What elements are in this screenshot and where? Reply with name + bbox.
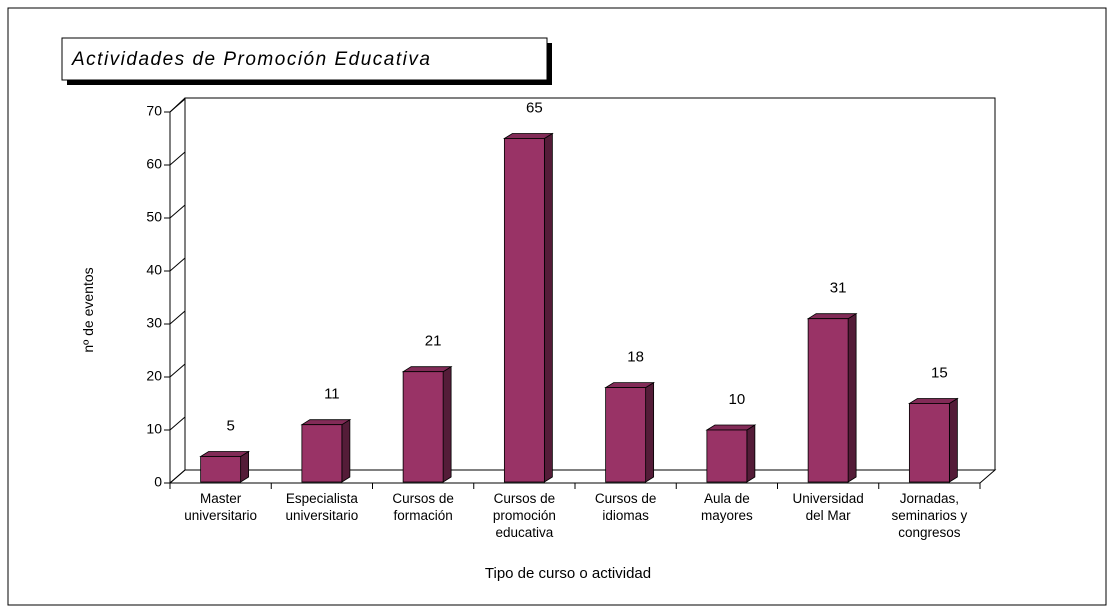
y-tick-label: 0: [154, 474, 162, 490]
y-tick-label: 60: [146, 156, 162, 172]
bar-side: [948, 397, 958, 483]
x-tick-label: promoción: [493, 508, 556, 523]
x-tick-label: Especialista: [286, 491, 359, 506]
bar: [199, 450, 251, 483]
bar-front: [503, 138, 545, 483]
x-tick-label: educativa: [495, 525, 553, 540]
frame: [7, 7, 1107, 606]
y-tick-label: 40: [146, 262, 162, 278]
y-tick-label: 70: [146, 103, 162, 119]
value-label: 10: [729, 391, 746, 408]
bar-top: [806, 313, 858, 320]
y-tick-label: 50: [146, 209, 162, 225]
bar-side: [847, 312, 857, 483]
x-tick-label: Cursos de: [392, 491, 454, 506]
bar: [806, 312, 858, 483]
x-tick-label: Aula de: [704, 491, 750, 506]
y-tick-depth: [169, 257, 186, 272]
bar-front: [301, 424, 343, 483]
bar: [300, 418, 352, 483]
y-tick-depth: [169, 310, 186, 325]
bar-front: [807, 318, 849, 483]
bar-front: [706, 429, 748, 483]
bar-side: [341, 418, 351, 483]
bar: [401, 365, 453, 483]
y-tick-depth: [169, 469, 186, 484]
bar-front: [605, 387, 647, 483]
y-tick-label: 20: [146, 368, 162, 384]
x-tick-label: formación: [393, 508, 452, 523]
y-axis-title: nº de eventos: [80, 267, 96, 352]
title-box: [61, 37, 548, 81]
bar-top: [300, 419, 352, 426]
x-tick-label: Universidad: [792, 491, 863, 506]
bar-side: [442, 365, 452, 483]
bar-top: [705, 424, 757, 431]
bar-side: [543, 132, 553, 483]
x-tick-label: Jornadas,: [900, 491, 959, 506]
bar-front: [200, 456, 242, 483]
bar-top: [199, 451, 251, 457]
y-tick-label: 10: [146, 421, 162, 437]
bar: [705, 424, 757, 483]
bar-front: [402, 371, 444, 483]
value-label: 15: [931, 364, 948, 381]
x-tick-label: Cursos de: [595, 491, 657, 506]
x-tick-label: mayores: [701, 508, 753, 523]
bar: [604, 381, 656, 483]
x-tick-label: seminarios y: [891, 508, 967, 523]
back-wall: [184, 97, 996, 470]
y-tick-depth: [169, 151, 186, 166]
x-axis-title: Tipo de curso o actividad: [485, 565, 651, 582]
y-tick-depth: [169, 416, 186, 431]
x-tick-label: congresos: [898, 525, 961, 540]
bar-front: [908, 403, 950, 483]
value-label: 21: [425, 333, 442, 350]
bar-top: [604, 382, 656, 388]
value-label: 5: [226, 417, 234, 434]
bar-side: [746, 424, 756, 483]
y-tick-depth: [169, 363, 186, 378]
y-tick-depth: [169, 204, 186, 219]
value-label: 18: [627, 349, 644, 366]
bar-side: [645, 381, 655, 483]
y-tick-depth: [169, 98, 186, 113]
x-tick-label: del Mar: [806, 508, 852, 523]
x-tick-label: idiomas: [602, 508, 649, 523]
x-tick-label: universitario: [285, 508, 358, 523]
x-tick-label: Master: [200, 491, 242, 506]
x-tick-label: universitario: [184, 508, 257, 523]
chart-title: Actividades de Promoción Educativa: [71, 49, 431, 70]
bar-top: [401, 366, 453, 373]
value-label: 11: [324, 386, 340, 403]
value-label: 65: [526, 99, 543, 116]
bar-top: [907, 398, 959, 404]
bar: [907, 397, 959, 483]
value-label: 31: [830, 280, 847, 297]
bar: [502, 132, 554, 483]
bar-top: [502, 133, 554, 139]
x-tick-label: Cursos de: [494, 491, 556, 506]
y-tick-label: 30: [146, 315, 162, 331]
